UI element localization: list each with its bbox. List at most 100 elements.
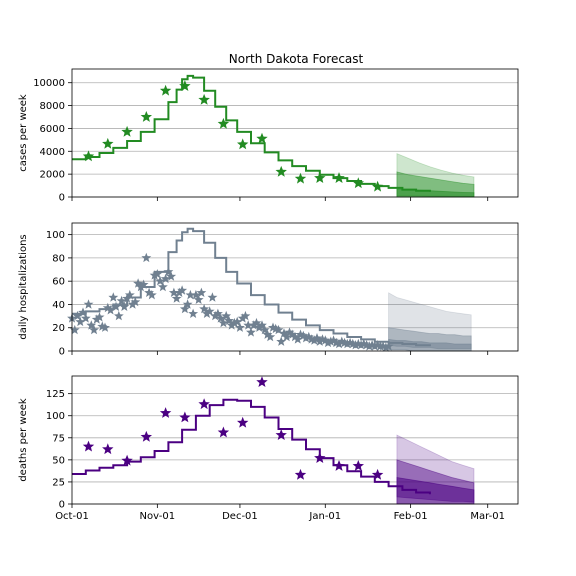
x-tick-label: Mar-01 xyxy=(470,511,505,522)
observed-point xyxy=(179,303,190,314)
y-axis-label: daily hospitalizations xyxy=(18,234,29,339)
observed-point xyxy=(72,310,83,321)
observed-point xyxy=(185,289,196,300)
observed-point xyxy=(196,287,207,297)
observed-point xyxy=(100,322,110,332)
observed-point xyxy=(213,308,223,318)
observed-point xyxy=(177,285,188,295)
observed-point xyxy=(89,324,99,335)
observed-point xyxy=(215,313,226,323)
observed-point xyxy=(364,341,375,351)
y-axis-label: deaths per week xyxy=(18,398,29,482)
observed-point xyxy=(116,295,127,306)
observed-point xyxy=(113,310,124,321)
observed-point xyxy=(256,132,268,144)
observed-point xyxy=(69,324,80,335)
observed-point xyxy=(237,416,249,428)
observed-point xyxy=(140,430,152,442)
observed-point xyxy=(102,137,114,149)
observed-point xyxy=(152,269,163,279)
observed-point xyxy=(202,308,212,318)
observed-point xyxy=(163,266,174,277)
x-tick-label: Jan-01 xyxy=(308,511,341,522)
observed-point xyxy=(275,165,287,177)
observed-point xyxy=(179,80,191,91)
observed-point xyxy=(275,429,287,440)
y-axis-label: cases per week xyxy=(18,94,29,172)
observed-point xyxy=(383,341,394,351)
observed-point xyxy=(320,335,331,345)
axes-frame xyxy=(71,375,519,505)
observed-point xyxy=(190,289,201,300)
observed-point xyxy=(309,335,320,345)
observed-point xyxy=(380,342,391,352)
observed-point xyxy=(371,468,384,480)
observed-point xyxy=(144,287,154,297)
observed-point xyxy=(342,338,353,349)
observed-point xyxy=(108,292,119,302)
observed-point xyxy=(303,331,314,342)
y-tick-label: 4000 xyxy=(40,147,65,158)
observed-point xyxy=(75,316,86,327)
observed-point xyxy=(141,252,152,263)
observed-point xyxy=(127,299,138,309)
observed-point xyxy=(265,331,276,342)
observed-point xyxy=(91,314,102,324)
observed-point xyxy=(102,302,113,313)
observed-point xyxy=(294,468,307,480)
observed-point xyxy=(111,301,121,311)
y-tick-label: 8000 xyxy=(40,101,65,112)
observed-point xyxy=(218,317,229,328)
y-tick-label: 25 xyxy=(52,477,65,488)
observed-point xyxy=(352,177,364,189)
x-tick-label: Dec-01 xyxy=(222,511,258,522)
observed-point xyxy=(294,172,307,184)
observed-point xyxy=(237,138,249,150)
deaths-panel: 0 25 50 75 100 125 deaths per week Oct-01 Nov-01… xyxy=(18,375,519,522)
observed-point xyxy=(273,324,284,335)
observed-point xyxy=(140,111,152,122)
observed-point xyxy=(281,331,292,342)
observed-point xyxy=(312,333,322,343)
observed-point xyxy=(256,376,268,387)
observed-point xyxy=(80,313,91,323)
cases-panel: 0 2000 4000 6000 8000 10000 cases per week xyxy=(18,68,519,204)
observed-point xyxy=(102,443,114,455)
x-tick-label: Oct-01 xyxy=(55,511,89,522)
observed-point xyxy=(130,296,141,307)
figure-title: North Dakota Forecast xyxy=(229,52,364,66)
model-curve xyxy=(72,74,431,192)
observed-point xyxy=(325,336,336,346)
observed-point xyxy=(226,320,237,330)
observed-point xyxy=(159,84,172,96)
x-tick-label: Feb-01 xyxy=(394,511,428,522)
observed-point xyxy=(204,306,215,316)
observed-point xyxy=(207,292,218,302)
model-curve xyxy=(72,398,431,495)
observed-point xyxy=(240,310,251,321)
observed-point xyxy=(257,320,267,330)
observed-point xyxy=(198,93,210,105)
observed-point xyxy=(121,125,133,137)
observed-point xyxy=(246,327,256,337)
observed-point xyxy=(232,316,243,327)
observed-point xyxy=(279,328,289,338)
observed-point xyxy=(262,329,273,339)
observed-point xyxy=(155,276,165,286)
observed-point xyxy=(292,334,303,344)
observed-point xyxy=(237,313,248,323)
observed-point xyxy=(149,270,160,280)
observed-point xyxy=(259,324,270,335)
observed-point xyxy=(82,440,95,452)
observed-point xyxy=(138,279,149,289)
y-tick-label: 40 xyxy=(52,300,65,311)
observed-point xyxy=(301,333,311,343)
observed-point xyxy=(198,398,210,410)
observed-point xyxy=(119,301,130,311)
y-tick-label: 60 xyxy=(52,277,65,288)
observed-point xyxy=(352,460,364,471)
y-tick-label: 100 xyxy=(46,411,65,422)
axes-frame xyxy=(71,68,519,198)
y-tick-label: 10000 xyxy=(33,78,65,89)
observed-point xyxy=(193,294,204,304)
